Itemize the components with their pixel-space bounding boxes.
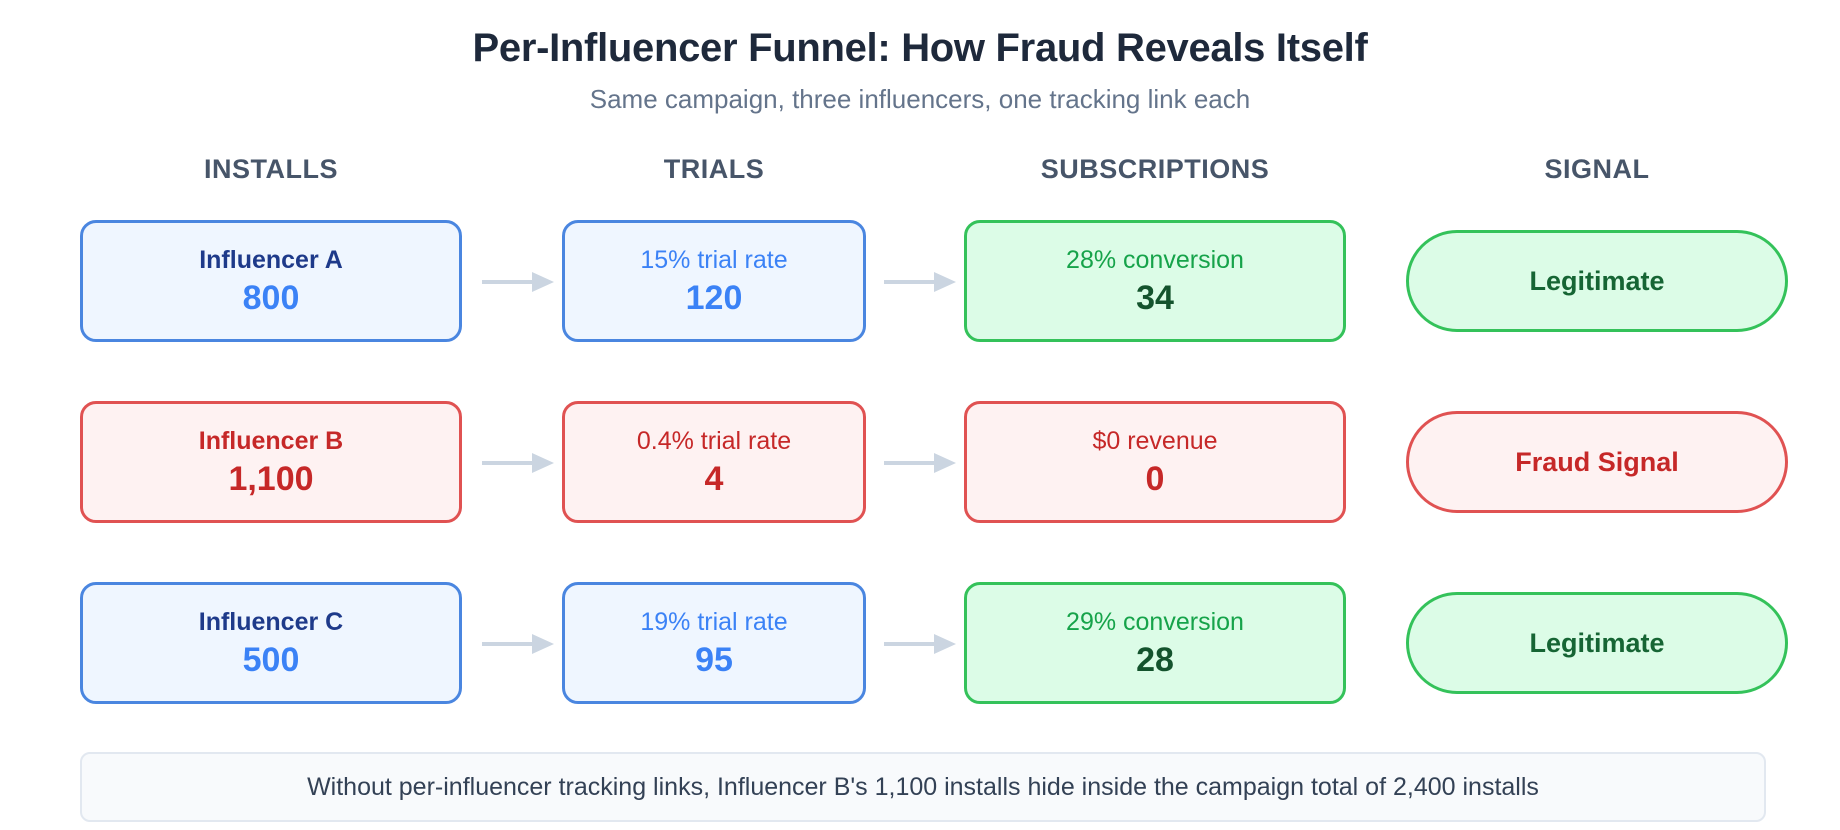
column-header-installs: INSTALLS — [204, 154, 338, 184]
trials-box-influencer-c: 19% trial rate 95 — [562, 582, 866, 704]
influencer-name: Influencer A — [199, 246, 343, 274]
installs-value: 800 — [242, 279, 300, 317]
diagram-title: Per-Influencer Funnel: How Fraud Reveals… — [472, 26, 1368, 70]
influencer-name: Influencer B — [198, 427, 344, 455]
trials-box-influencer-a: 15% trial rate 120 — [562, 220, 866, 342]
signal-badge-influencer-b: Fraud Signal — [1406, 411, 1788, 513]
signal-badge-influencer-c: Legitimate — [1406, 592, 1788, 694]
arrow-right-icon — [482, 453, 554, 473]
subscriptions-box-influencer-a: 28% conversion 34 — [964, 220, 1346, 342]
trial-rate: 15% trial rate — [640, 246, 788, 274]
column-header-trials: TRIALS — [663, 154, 765, 184]
influencer-name: Influencer C — [198, 608, 344, 636]
column-header-subscriptions: SUBSCRIPTIONS — [1040, 154, 1270, 184]
arrow-right-icon — [884, 634, 956, 654]
subscriptions-value: 28 — [1136, 641, 1174, 679]
installs-box-influencer-a: Influencer A 800 — [80, 220, 462, 342]
trial-rate: 0.4% trial rate — [636, 427, 792, 455]
arrow-right-icon — [482, 634, 554, 654]
arrow-right-icon — [884, 453, 956, 473]
subscriptions-box-influencer-b: $0 revenue 0 — [964, 401, 1346, 523]
arrow-right-icon — [884, 272, 956, 292]
column-header-signal: SIGNAL — [1544, 154, 1650, 184]
subscriptions-value: 34 — [1136, 279, 1174, 317]
trial-rate: 19% trial rate — [640, 608, 788, 636]
conversion-rate: 28% conversion — [1066, 246, 1244, 274]
trials-value: 4 — [704, 460, 724, 498]
revenue-label: $0 revenue — [1092, 427, 1218, 455]
subscriptions-box-influencer-c: 29% conversion 28 — [964, 582, 1346, 704]
diagram-subtitle: Same campaign, three influencers, one tr… — [589, 84, 1251, 114]
footer-note: Without per-influencer tracking links, I… — [80, 752, 1766, 822]
conversion-rate: 29% conversion — [1066, 608, 1244, 636]
trials-value: 120 — [685, 279, 743, 317]
installs-value: 1,100 — [228, 460, 314, 498]
trials-value: 95 — [695, 641, 733, 679]
trials-box-influencer-b: 0.4% trial rate 4 — [562, 401, 866, 523]
installs-box-influencer-b: Influencer B 1,100 — [80, 401, 462, 523]
arrow-right-icon — [482, 272, 554, 292]
subscriptions-value: 0 — [1145, 460, 1165, 498]
signal-badge-influencer-a: Legitimate — [1406, 230, 1788, 332]
installs-box-influencer-c: Influencer C 500 — [80, 582, 462, 704]
installs-value: 500 — [242, 641, 300, 679]
